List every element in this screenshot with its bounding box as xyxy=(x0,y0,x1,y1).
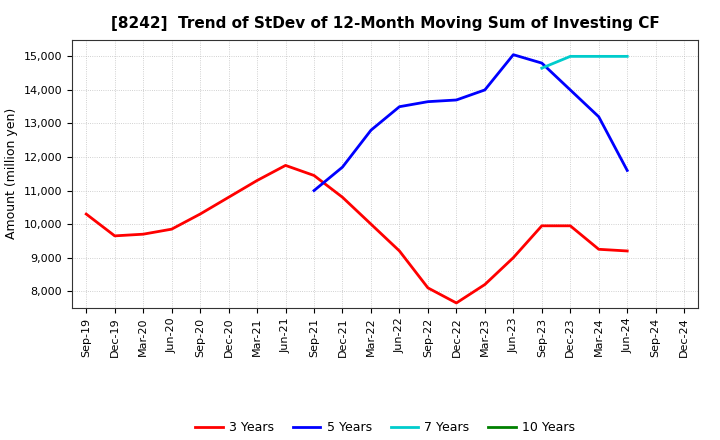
Legend: 3 Years, 5 Years, 7 Years, 10 Years: 3 Years, 5 Years, 7 Years, 10 Years xyxy=(191,416,580,439)
Title: [8242]  Trend of StDev of 12-Month Moving Sum of Investing CF: [8242] Trend of StDev of 12-Month Moving… xyxy=(111,16,660,32)
Y-axis label: Amount (million yen): Amount (million yen) xyxy=(5,108,18,239)
